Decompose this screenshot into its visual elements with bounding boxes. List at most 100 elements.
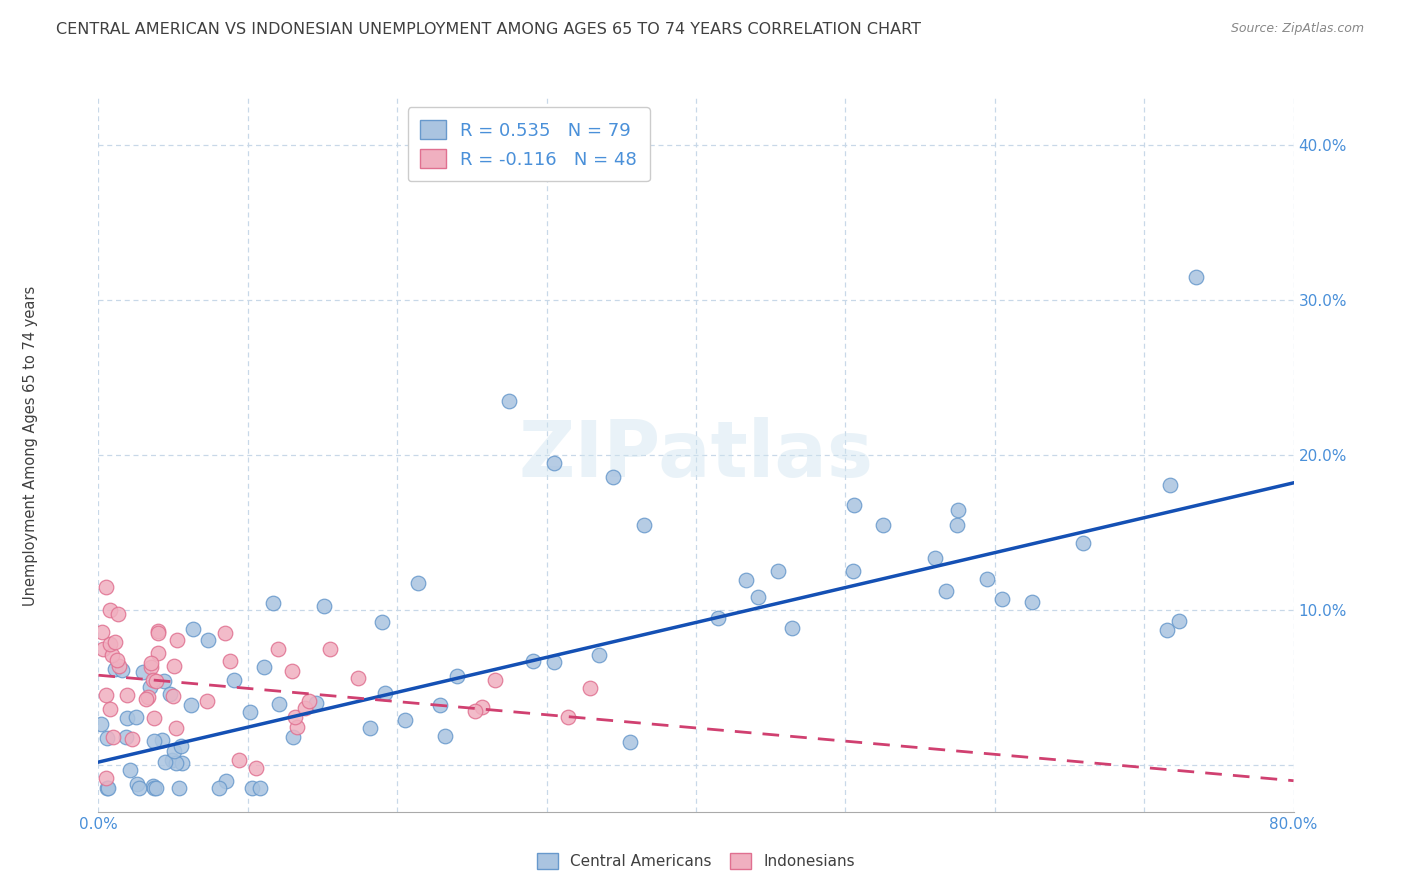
Point (115, 711, 138, 725)
Point (139, 680, 162, 694)
Text: ZIPatlas: ZIPatlas (519, 417, 873, 493)
Point (96, 781, 118, 796)
Point (98, 603, 122, 617)
Point (588, 648, 610, 663)
Point (579, 681, 602, 695)
Point (446, 669, 468, 683)
Point (948, 503, 970, 517)
Point (294, 701, 316, 715)
Point (269, 697, 291, 711)
Point (408, 575, 430, 590)
Point (94, 771, 117, 785)
Point (633, 517, 655, 532)
Point (115, 688, 138, 702)
Point (239, 705, 262, 719)
Point (976, 572, 998, 586)
Point (150, 733, 173, 747)
Point (1167, 614, 1189, 628)
Point (142, 711, 165, 725)
Point (142, 673, 165, 688)
Point (142, 779, 165, 793)
Point (145, 674, 167, 689)
Point (90, 717, 112, 731)
Point (97, 781, 120, 796)
Point (484, 673, 506, 687)
Point (214, 626, 236, 640)
Point (165, 756, 187, 770)
Point (872, 517, 894, 532)
Point (128, 781, 150, 796)
Point (118, 764, 141, 778)
Point (141, 656, 163, 670)
Point (166, 632, 188, 647)
Point (312, 599, 335, 613)
Point (619, 735, 641, 749)
Point (1156, 624, 1178, 638)
Point (394, 713, 416, 727)
Point (347, 671, 370, 685)
Point (464, 705, 486, 719)
Point (498, 393, 520, 408)
Point (96, 688, 118, 702)
Point (946, 517, 969, 532)
Point (319, 641, 342, 656)
Point (219, 654, 242, 668)
Point (183, 622, 205, 636)
Point (146, 646, 169, 660)
Point (165, 721, 187, 735)
Point (98, 702, 121, 716)
Point (208, 781, 231, 796)
Point (94, 580, 117, 594)
Point (105, 653, 128, 667)
Point (197, 633, 219, 648)
Point (91, 641, 114, 656)
Point (543, 655, 565, 669)
Point (143, 781, 166, 796)
Point (114, 730, 136, 744)
Point (163, 744, 186, 758)
Point (180, 698, 202, 712)
Point (707, 611, 730, 625)
Point (370, 615, 392, 629)
Point (125, 776, 148, 790)
Point (159, 687, 181, 701)
Point (842, 498, 865, 512)
Point (1185, 269, 1208, 284)
Point (101, 648, 124, 662)
Point (111, 663, 134, 677)
Point (107, 607, 129, 622)
Point (249, 781, 271, 796)
Point (160, 753, 183, 767)
Point (142, 734, 165, 748)
Point (121, 731, 143, 746)
Point (167, 781, 190, 796)
Point (148, 626, 170, 640)
Point (429, 698, 451, 712)
Text: CENTRAL AMERICAN VS INDONESIAN UNEMPLOYMENT AMONG AGES 65 TO 74 YEARS CORRELATIO: CENTRAL AMERICAN VS INDONESIAN UNEMPLOYM… (56, 22, 921, 37)
Point (195, 694, 218, 708)
Point (1159, 478, 1181, 492)
Point (253, 660, 276, 674)
Point (374, 686, 396, 700)
Point (359, 721, 381, 735)
Point (132, 665, 155, 679)
Point (285, 720, 308, 734)
Point (170, 739, 193, 753)
Point (163, 658, 186, 673)
Point (153, 673, 176, 688)
Point (135, 692, 157, 706)
Point (766, 564, 789, 578)
Point (522, 655, 544, 669)
Point (924, 551, 946, 566)
Text: Source: ZipAtlas.com: Source: ZipAtlas.com (1230, 22, 1364, 36)
Point (557, 710, 579, 724)
Point (543, 456, 565, 470)
Point (104, 662, 127, 676)
Point (281, 664, 304, 678)
Point (148, 624, 170, 638)
Point (1021, 595, 1043, 609)
Point (96, 731, 118, 745)
Point (104, 634, 127, 648)
Point (125, 710, 148, 724)
Point (991, 592, 1014, 607)
